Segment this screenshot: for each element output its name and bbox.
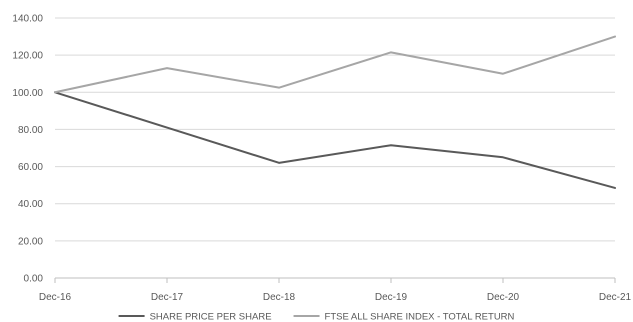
- y-tick-label: 100.00: [12, 88, 43, 99]
- series-line-2: [54, 35, 616, 94]
- gridlines: [55, 17, 615, 242]
- y-tick-label: 120.00: [12, 51, 43, 62]
- legend-label-1: SHARE PRICE PER SHARE: [150, 312, 272, 322]
- x-tick-label: Dec-16: [39, 292, 72, 303]
- x-tick-label: Dec-20: [487, 292, 520, 303]
- y-tick-label: 140.00: [12, 14, 43, 25]
- y-tick-label: 40.00: [18, 199, 43, 210]
- legend-label-2: FTSE ALL SHARE INDEX - TOTAL RETURN: [325, 312, 515, 322]
- x-tick-label: Dec-21: [599, 292, 632, 303]
- series-line-1: [54, 91, 616, 189]
- x-axis: [54, 277, 616, 283]
- y-tick-label: 60.00: [18, 162, 43, 173]
- y-tick-label: 20.00: [18, 236, 43, 247]
- legend: SHARE PRICE PER SHARE FTSE ALL SHARE INDE…: [118, 312, 515, 322]
- x-tick-label: Dec-19: [375, 292, 408, 303]
- y-axis-tick-labels: 0.00 20.00 40.00 60.00 80.00 100.00 120.00 140.…: [12, 14, 43, 285]
- x-tick-label: Dec-17: [151, 292, 184, 303]
- series-lines: [54, 35, 616, 189]
- y-tick-label: 80.00: [18, 125, 43, 136]
- x-axis-tick-labels: Dec-16 Dec-17 Dec-18 Dec-19 Dec-20 Dec-21: [39, 292, 632, 303]
- x-tick-label: Dec-18: [263, 292, 296, 303]
- y-tick-label: 0.00: [24, 274, 44, 285]
